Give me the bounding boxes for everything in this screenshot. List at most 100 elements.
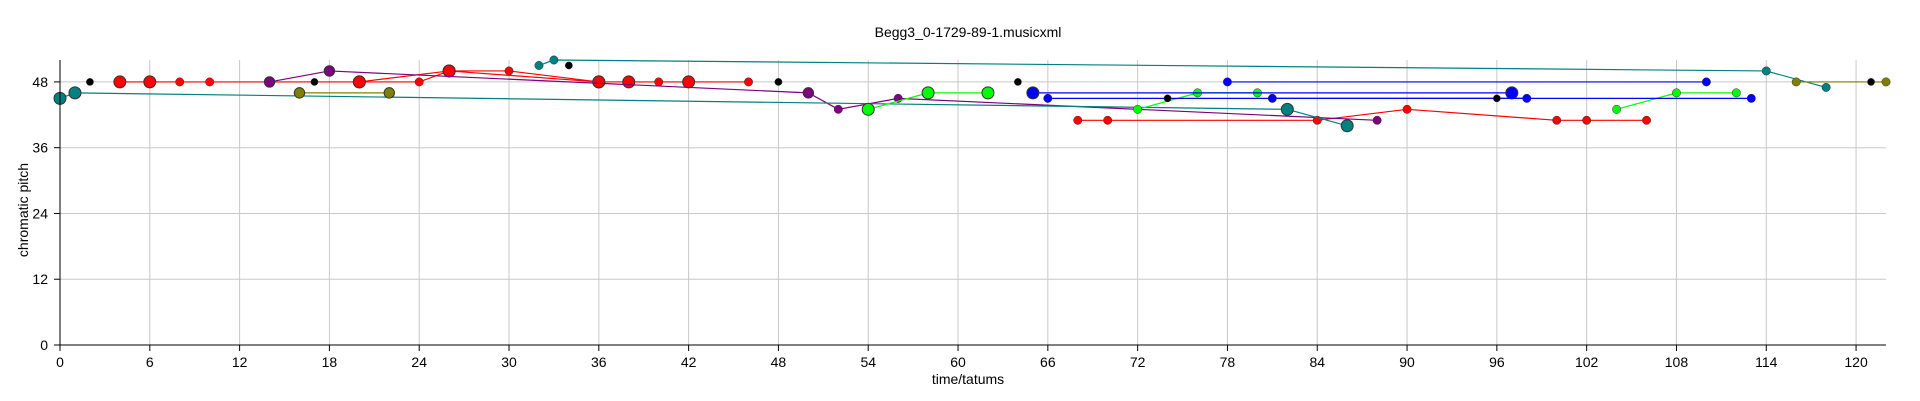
data-point bbox=[1222, 77, 1232, 87]
data-point bbox=[293, 87, 306, 99]
series-2 bbox=[1073, 104, 1651, 125]
data-point bbox=[1867, 78, 1875, 86]
x-tick-label: 102 bbox=[1575, 354, 1599, 370]
chart-title: Begg3_0-1729-89-1.musicxml bbox=[875, 24, 1062, 40]
data-point bbox=[414, 77, 424, 87]
data-point bbox=[774, 78, 783, 86]
data-point bbox=[1267, 93, 1277, 103]
data-point bbox=[534, 61, 544, 70]
x-tick-label: 96 bbox=[1489, 354, 1505, 370]
data-point bbox=[1505, 86, 1519, 100]
data-point bbox=[323, 65, 336, 77]
data-point bbox=[1791, 77, 1801, 87]
data-point bbox=[1821, 82, 1831, 92]
data-point bbox=[383, 87, 395, 99]
x-tick-label: 60 bbox=[950, 354, 966, 370]
data-point bbox=[1552, 115, 1562, 125]
data-point bbox=[1073, 115, 1083, 125]
data-point bbox=[504, 66, 514, 76]
data-point bbox=[113, 75, 127, 89]
y-tick-label: 12 bbox=[32, 271, 48, 287]
data-point bbox=[175, 77, 185, 87]
x-tick-label: 6 bbox=[146, 354, 154, 370]
x-tick-label: 72 bbox=[1130, 354, 1146, 370]
series-5 bbox=[534, 55, 1831, 92]
data-point bbox=[1672, 88, 1681, 98]
x-tick-label: 18 bbox=[322, 354, 338, 370]
grid bbox=[59, 60, 1886, 345]
data-point bbox=[1493, 94, 1501, 103]
data-point bbox=[1280, 102, 1294, 116]
x-tick-label: 12 bbox=[232, 354, 248, 370]
data-point bbox=[1761, 66, 1771, 76]
x-axis-label: time/tatums bbox=[932, 371, 1004, 387]
series-8 bbox=[861, 86, 995, 116]
y-tick-label: 36 bbox=[32, 140, 48, 156]
series-line bbox=[538, 59, 1827, 88]
data-point bbox=[565, 61, 573, 70]
data-point bbox=[1043, 93, 1053, 103]
data-point bbox=[833, 104, 843, 114]
data-point bbox=[1642, 115, 1651, 125]
series-1 bbox=[352, 64, 606, 89]
x-tick-label: 42 bbox=[681, 354, 697, 370]
data-point bbox=[921, 86, 935, 100]
data-point bbox=[744, 77, 753, 87]
data-point bbox=[263, 76, 276, 88]
series-13 bbox=[1222, 77, 1711, 87]
series-6 bbox=[293, 87, 395, 99]
series-10 bbox=[1612, 88, 1741, 114]
x-tick-label: 66 bbox=[1040, 354, 1056, 370]
data-point bbox=[1163, 94, 1172, 103]
data-point bbox=[1372, 115, 1382, 125]
data-point bbox=[442, 64, 456, 78]
data-point bbox=[1103, 115, 1113, 125]
data-point bbox=[682, 75, 696, 89]
y-axis-label: chromatic pitch bbox=[15, 163, 31, 257]
data-point bbox=[861, 102, 875, 116]
data-point bbox=[1746, 93, 1756, 103]
x-tick-label: 108 bbox=[1665, 354, 1689, 370]
x-tick-label: 78 bbox=[1220, 354, 1236, 370]
data-point bbox=[1133, 104, 1143, 114]
data-point bbox=[592, 75, 606, 89]
data-point bbox=[86, 78, 94, 86]
x-tick-label: 84 bbox=[1309, 354, 1325, 370]
x-tick-label: 36 bbox=[591, 354, 607, 370]
series-line bbox=[269, 70, 1378, 121]
series-3 bbox=[263, 65, 1382, 125]
data-point bbox=[143, 75, 157, 89]
data-point bbox=[549, 55, 559, 65]
x-tick-label: 48 bbox=[771, 354, 787, 370]
data-point bbox=[1582, 115, 1592, 125]
x-tick-label: 120 bbox=[1844, 354, 1868, 370]
data-point bbox=[68, 86, 82, 100]
y-tick-label: 0 bbox=[40, 337, 48, 353]
series-line bbox=[59, 92, 1348, 127]
x-tick-label: 90 bbox=[1399, 354, 1415, 370]
x-tick-label: 0 bbox=[56, 354, 64, 370]
data-point bbox=[352, 75, 366, 89]
x-tick-label: 24 bbox=[411, 354, 427, 370]
data-point bbox=[1026, 86, 1040, 100]
data-point bbox=[310, 78, 319, 86]
series-7 bbox=[1791, 77, 1891, 87]
data-point bbox=[622, 75, 636, 89]
series-14 bbox=[1267, 93, 1756, 103]
axes bbox=[59, 60, 1886, 346]
data-point bbox=[1881, 77, 1891, 87]
y-tick-label: 48 bbox=[32, 74, 48, 90]
data-point bbox=[1612, 104, 1622, 114]
data-point bbox=[1402, 104, 1412, 114]
data-point bbox=[205, 77, 215, 87]
x-tick-label: 30 bbox=[501, 354, 517, 370]
x-tick-label: 54 bbox=[860, 354, 876, 370]
y-tick-label: 24 bbox=[32, 205, 48, 221]
series-line bbox=[359, 70, 599, 83]
series-15 bbox=[86, 61, 1875, 103]
x-tick-label: 114 bbox=[1755, 354, 1778, 370]
data-point bbox=[1340, 119, 1354, 133]
data-point bbox=[1014, 78, 1022, 86]
